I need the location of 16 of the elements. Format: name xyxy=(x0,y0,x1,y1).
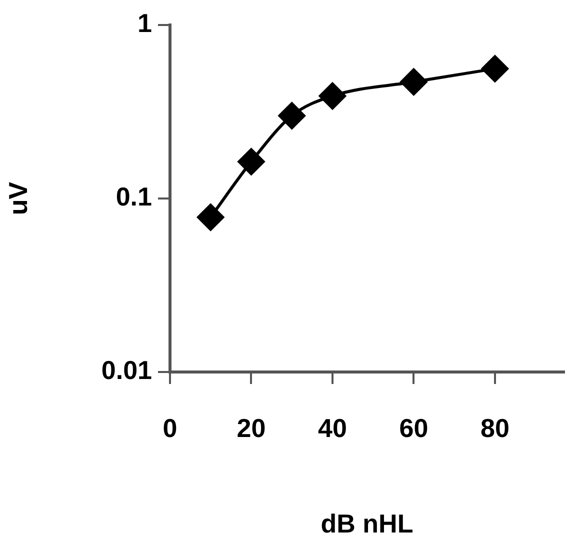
y-tick-label: 0.1 xyxy=(116,182,152,212)
point xyxy=(481,55,508,82)
x-tick-label: 0 xyxy=(162,412,178,443)
x-tick-label: 40 xyxy=(318,412,347,443)
point xyxy=(400,68,428,96)
x-tick-label: 80 xyxy=(480,412,510,443)
point xyxy=(318,82,346,110)
y-tick-label: 0.01 xyxy=(101,355,152,386)
point xyxy=(278,102,306,130)
x-tick-label: 20 xyxy=(236,412,266,443)
x-axis-title: dB nHL xyxy=(320,508,414,539)
y-axis-title: uV xyxy=(2,181,33,216)
y-tick-label: 1 xyxy=(138,8,152,38)
x-tick-label: 60 xyxy=(399,412,428,443)
point xyxy=(197,204,224,231)
point xyxy=(238,148,265,176)
